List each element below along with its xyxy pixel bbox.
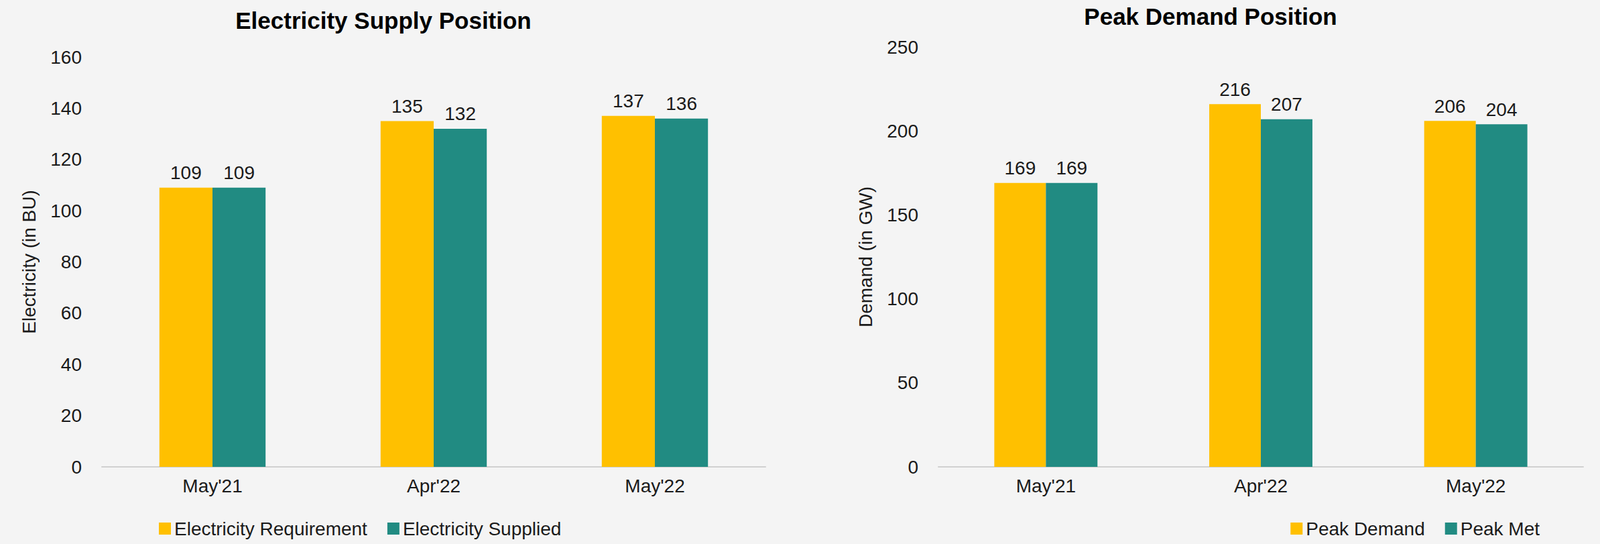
svg-text:0: 0 [907,456,919,478]
svg-text:Electricity Supplied: Electricity Supplied [402,518,562,539]
svg-text:20: 20 [60,404,82,426]
svg-text:80: 80 [60,251,82,273]
svg-text:May'22: May'22 [624,475,685,497]
svg-text:169: 169 [1055,157,1088,179]
svg-text:Apr'22: Apr'22 [1234,475,1288,497]
svg-text:Electricity (in BU): Electricity (in BU) [18,189,40,334]
svg-text:216: 216 [1219,79,1251,100]
svg-text:Electricity Requirement: Electricity Requirement [174,518,368,539]
svg-text:169: 169 [1004,157,1036,179]
svg-text:May'21: May'21 [1016,475,1076,497]
svg-text:137: 137 [612,90,645,112]
svg-text:160: 160 [50,46,82,68]
svg-text:132: 132 [444,103,476,125]
svg-text:Peak Demand: Peak Demand [1305,518,1425,539]
svg-text:100: 100 [886,288,919,310]
svg-text:120: 120 [50,148,82,170]
svg-text:May'22: May'22 [1445,475,1506,497]
svg-text:0: 0 [71,456,82,478]
svg-text:140: 140 [50,97,82,119]
svg-text:Demand (in GW): Demand (in GW) [855,186,877,328]
svg-text:200: 200 [886,120,919,142]
svg-text:Apr'22: Apr'22 [406,475,461,497]
svg-text:100: 100 [50,200,82,222]
svg-text:109: 109 [170,162,202,183]
svg-text:206: 206 [1434,95,1466,117]
svg-text:135: 135 [391,95,423,117]
svg-text:May'21: May'21 [182,475,242,497]
svg-text:109: 109 [223,162,255,183]
svg-text:50: 50 [897,372,919,393]
svg-text:207: 207 [1270,93,1303,115]
svg-text:150: 150 [886,204,919,226]
svg-text:250: 250 [886,36,919,58]
svg-text:136: 136 [665,93,698,114]
svg-text:Peak Met: Peak Met [1460,518,1540,539]
svg-text:Electricity Supply Position: Electricity Supply Position [235,7,531,34]
svg-text:204: 204 [1486,99,1518,120]
svg-text:40: 40 [60,353,82,375]
svg-text:60: 60 [60,302,82,324]
svg-text:Peak Demand Position: Peak Demand Position [1083,3,1337,30]
